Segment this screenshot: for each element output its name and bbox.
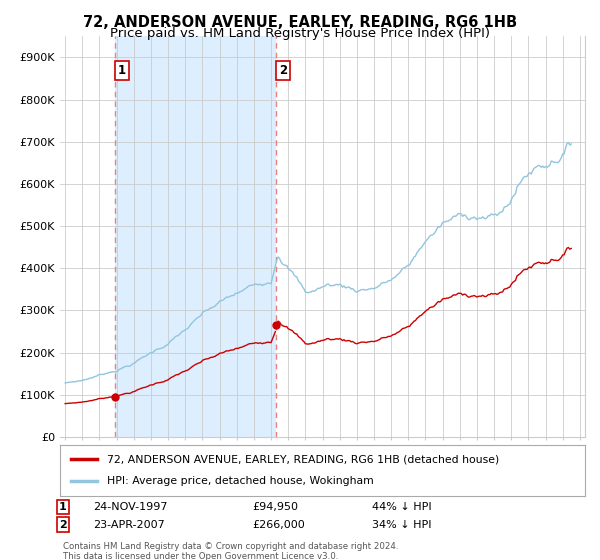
Text: HPI: Average price, detached house, Wokingham: HPI: Average price, detached house, Woki… <box>107 477 374 487</box>
Text: 2: 2 <box>279 64 287 77</box>
Text: Price paid vs. HM Land Registry's House Price Index (HPI): Price paid vs. HM Land Registry's House … <box>110 27 490 40</box>
Text: 23-APR-2007: 23-APR-2007 <box>93 520 165 530</box>
Text: Contains HM Land Registry data © Crown copyright and database right 2024.
This d: Contains HM Land Registry data © Crown c… <box>63 542 398 560</box>
Text: 1: 1 <box>59 502 67 512</box>
Text: 44% ↓ HPI: 44% ↓ HPI <box>372 502 431 512</box>
Text: 34% ↓ HPI: 34% ↓ HPI <box>372 520 431 530</box>
Text: 24-NOV-1997: 24-NOV-1997 <box>93 502 167 512</box>
Text: 72, ANDERSON AVENUE, EARLEY, READING, RG6 1HB: 72, ANDERSON AVENUE, EARLEY, READING, RG… <box>83 15 517 30</box>
Text: 2: 2 <box>59 520 67 530</box>
Text: 72, ANDERSON AVENUE, EARLEY, READING, RG6 1HB (detached house): 72, ANDERSON AVENUE, EARLEY, READING, RG… <box>107 454 499 464</box>
Text: £94,950: £94,950 <box>252 502 298 512</box>
Bar <box>115 36 276 437</box>
Text: £266,000: £266,000 <box>252 520 305 530</box>
Text: 1: 1 <box>118 64 125 77</box>
